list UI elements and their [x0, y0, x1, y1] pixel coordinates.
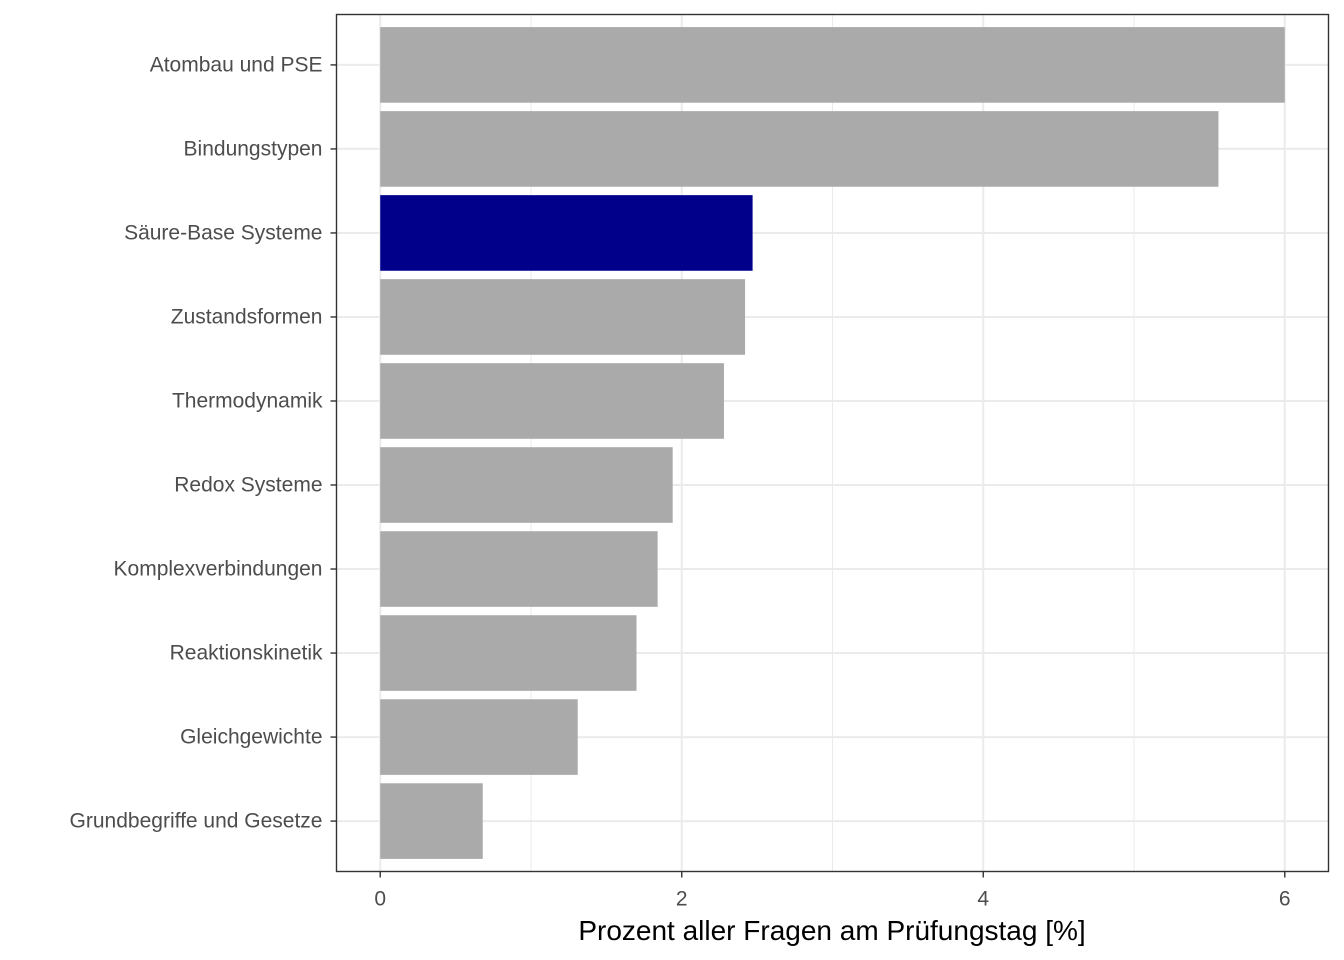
y-tick-label: Atombau und PSE [150, 53, 323, 76]
y-axis: Atombau und PSE Bindungstypen Säure-Base S… [70, 53, 337, 833]
x-tick-label: 2 [676, 888, 688, 911]
bar [380, 27, 1285, 103]
x-tick-label: 0 [374, 888, 386, 911]
bar [380, 615, 637, 691]
bar [380, 363, 724, 439]
bar [380, 195, 753, 271]
bar [380, 531, 658, 607]
y-tick-label: Gleichgewichte [180, 726, 322, 749]
bar [380, 279, 746, 355]
panel-border [335, 13, 1330, 873]
bar [380, 447, 673, 523]
y-tick-label: Thermodynamik [172, 389, 323, 412]
x-tick-label: 6 [1279, 888, 1291, 911]
y-tick-label: Grundbegriffe und Gesetze [70, 810, 323, 833]
x-tick-label: 4 [977, 888, 989, 911]
y-tick-label: Säure-Base Systeme [124, 221, 322, 244]
y-tick-label: Redox Systeme [174, 474, 322, 497]
y-tick-label: Reaktionskinetik [170, 642, 323, 665]
y-tick-label: Zustandsformen [171, 305, 323, 328]
bar [380, 111, 1219, 187]
bars [380, 27, 1285, 859]
y-tick-label: Komplexverbindungen [114, 558, 323, 581]
x-axis-title: Prozent aller Fragen am Prüfungstag [%] [578, 915, 1085, 946]
x-axis: 0 2 4 6 [374, 871, 1291, 911]
bar [380, 699, 578, 775]
bar [380, 783, 483, 859]
y-tick-label: Bindungstypen [184, 137, 323, 160]
